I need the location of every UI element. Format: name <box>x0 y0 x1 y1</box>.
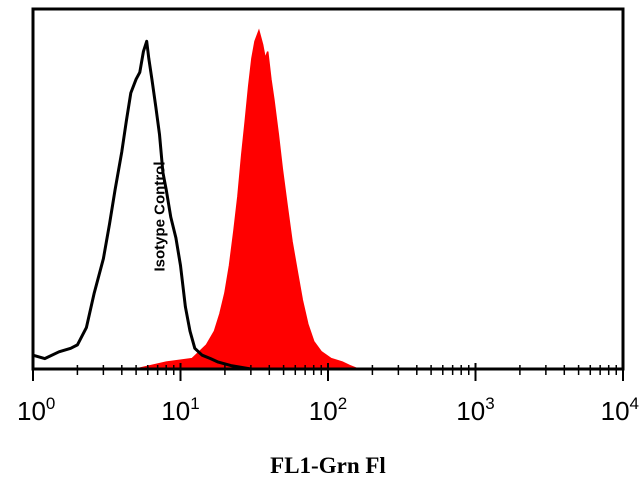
annotation-isotype-control: Isotype Control <box>151 161 168 271</box>
x-tick-label: 104 <box>601 394 639 426</box>
x-tick-label: 100 <box>17 394 55 426</box>
x-tick-label: 102 <box>309 394 347 426</box>
tick-layer: 100 101 102 103 104 <box>17 363 639 426</box>
x-tick-label: 101 <box>161 394 199 426</box>
series-1-filled <box>135 28 359 370</box>
series-0-outline <box>32 39 252 371</box>
x-axis-label: FL1-Grn Fl <box>270 453 386 478</box>
series-layer <box>32 28 359 371</box>
x-tick-label: 103 <box>456 394 494 426</box>
plot-frame <box>31 7 625 371</box>
